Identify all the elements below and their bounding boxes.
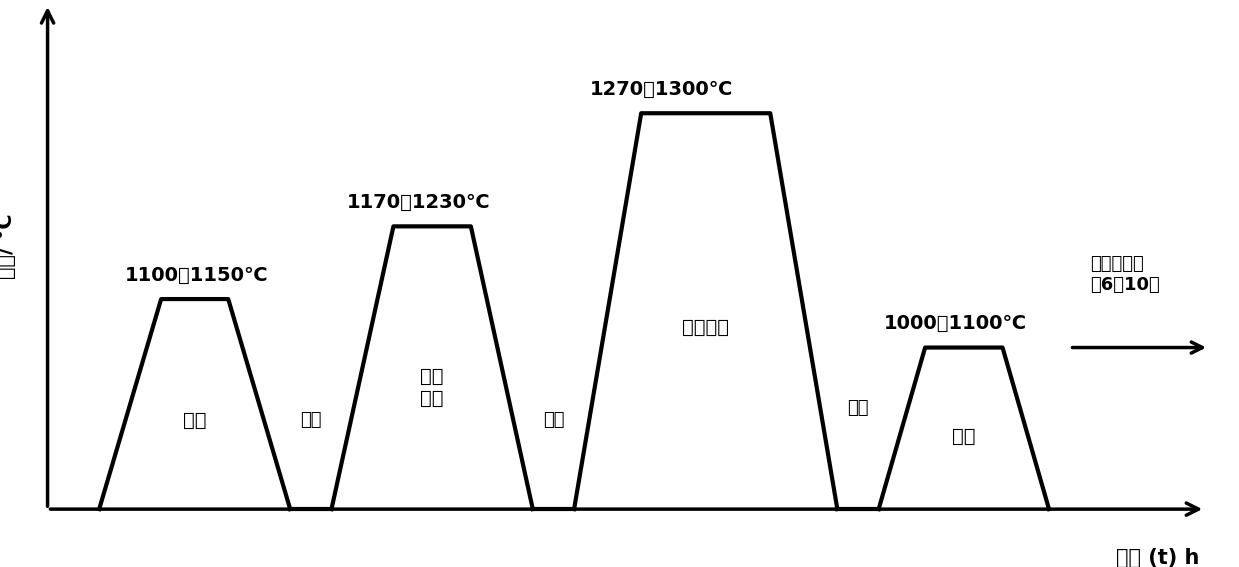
Text: 时效过程循
环6～10次: 时效过程循 环6～10次 [1090,255,1160,294]
Text: 1100～1150℃: 1100～1150℃ [125,266,269,285]
Text: 高温固溶: 高温固溶 [683,318,730,337]
Text: 1170～1230℃: 1170～1230℃ [347,193,491,212]
Text: 时间 (t) h: 时间 (t) h [1115,548,1199,567]
Text: 固溶: 固溶 [183,411,207,430]
Text: 空冷: 空冷 [847,399,869,417]
Text: 温度/ °C: 温度/ °C [0,214,16,280]
Text: 空冷: 空冷 [300,411,322,429]
Text: 二次
固溶: 二次 固溶 [420,367,444,408]
Text: 时效: 时效 [952,427,975,446]
Text: 1000～1100℃: 1000～1100℃ [883,314,1027,333]
Text: 1270～1300℃: 1270～1300℃ [590,80,733,99]
Text: 空冷: 空冷 [543,411,564,429]
